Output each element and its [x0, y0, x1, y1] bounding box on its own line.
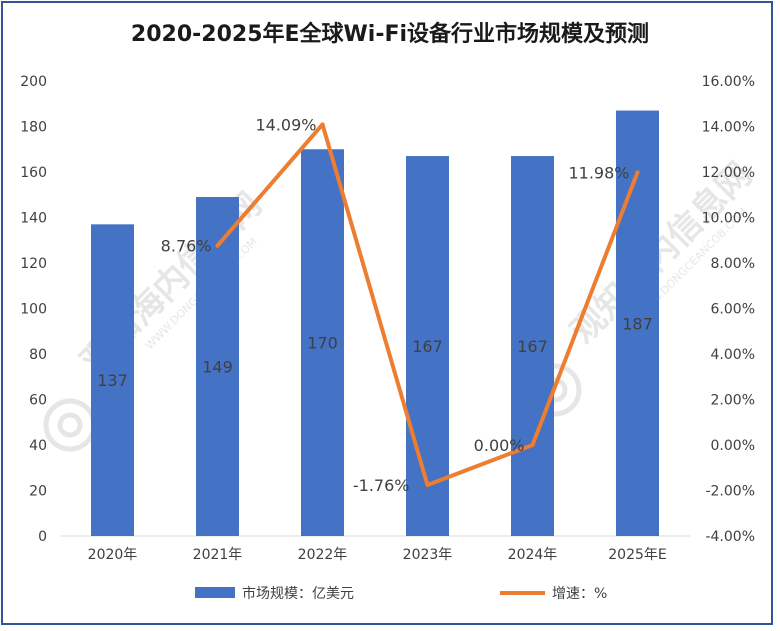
line-point	[635, 170, 640, 175]
right-axis-ticks: -4.00% -2.00% 0.00% 2.00% 4.00% 6.00% 8.00% 10.…	[702, 74, 755, 545]
left-tick-label: 140	[20, 211, 47, 227]
category-label: 2022年	[298, 547, 348, 563]
category-label: 2021年	[193, 547, 243, 563]
watermark-text-right: 观知海内信息网	[563, 155, 760, 352]
left-tick-label: 80	[29, 347, 47, 363]
left-axis-ticks: 0 20 40 60 80 100 120 140 160 180 200	[20, 74, 47, 545]
right-tick-label: 12.00%	[702, 165, 755, 181]
line-data-label: 8.76%	[161, 237, 212, 256]
line-point	[215, 243, 220, 248]
bar-data-label: 170	[307, 334, 338, 353]
category-label: 2024年	[508, 547, 558, 563]
line-data-label: 0.00%	[474, 436, 525, 455]
right-tick-label: -4.00%	[705, 529, 755, 545]
left-tick-label: 120	[20, 256, 47, 272]
left-tick-label: 0	[38, 529, 47, 545]
left-tick-label: 40	[29, 438, 47, 454]
left-tick-label: 180	[20, 120, 47, 136]
legend-label-bar: 市场规模：亿美元	[242, 585, 354, 602]
line-point	[425, 483, 430, 488]
bar	[616, 110, 659, 536]
legend: 市场规模：亿美元 增速：%	[195, 585, 607, 602]
bar-series	[91, 110, 659, 536]
line-data-label: -1.76%	[353, 476, 410, 495]
right-tick-label: -2.00%	[705, 484, 755, 500]
right-tick-label: 0.00%	[711, 438, 755, 454]
bar	[196, 197, 239, 536]
watermark-logo-left-inner	[57, 412, 83, 438]
line-point	[530, 443, 535, 447]
line-data-label: 11.98%	[568, 163, 629, 182]
bar-data-label: 167	[517, 337, 548, 356]
left-tick-label: 60	[29, 393, 47, 409]
line-point	[320, 122, 325, 127]
line-series	[215, 122, 640, 488]
category-labels: 2020年 2021年 2022年 2023年 2024年 2025年E	[88, 547, 667, 563]
bar	[301, 149, 344, 536]
left-tick-label: 200	[20, 74, 47, 90]
legend-label-line: 增速：%	[552, 586, 607, 602]
bar-data-label: 137	[97, 371, 128, 390]
bar	[91, 224, 134, 536]
category-label: 2020年	[88, 547, 138, 563]
right-tick-label: 16.00%	[702, 74, 755, 90]
chart-title: 2020-2025年E全球Wi-Fi设备行业市场规模及预测	[130, 22, 650, 47]
right-tick-label: 2.00%	[711, 393, 755, 409]
line-data-label: 14.09%	[255, 115, 316, 134]
legend-swatch-bar	[195, 587, 235, 598]
bar-data-label: 167	[412, 337, 443, 356]
right-tick-label: 4.00%	[711, 347, 755, 363]
category-label: 2025年E	[608, 547, 666, 563]
bar	[406, 156, 449, 536]
right-tick-label: 10.00%	[702, 211, 755, 227]
bar-data-label: 149	[202, 358, 233, 377]
left-tick-label: 160	[20, 165, 47, 181]
left-tick-label: 100	[20, 302, 47, 318]
bar-data-labels: 137 149 170 167 167 187	[97, 314, 653, 390]
bar	[511, 156, 554, 536]
watermark-logo-left	[43, 398, 97, 452]
bar-data-label: 187	[622, 314, 653, 333]
line-data-labels: 8.76% 14.09% -1.76% 0.00% 11.98%	[161, 115, 630, 495]
category-label: 2023年	[403, 547, 453, 563]
right-tick-label: 14.00%	[702, 120, 755, 136]
right-tick-label: 6.00%	[711, 302, 755, 318]
left-tick-label: 20	[29, 484, 47, 500]
right-tick-label: 8.00%	[711, 256, 755, 272]
